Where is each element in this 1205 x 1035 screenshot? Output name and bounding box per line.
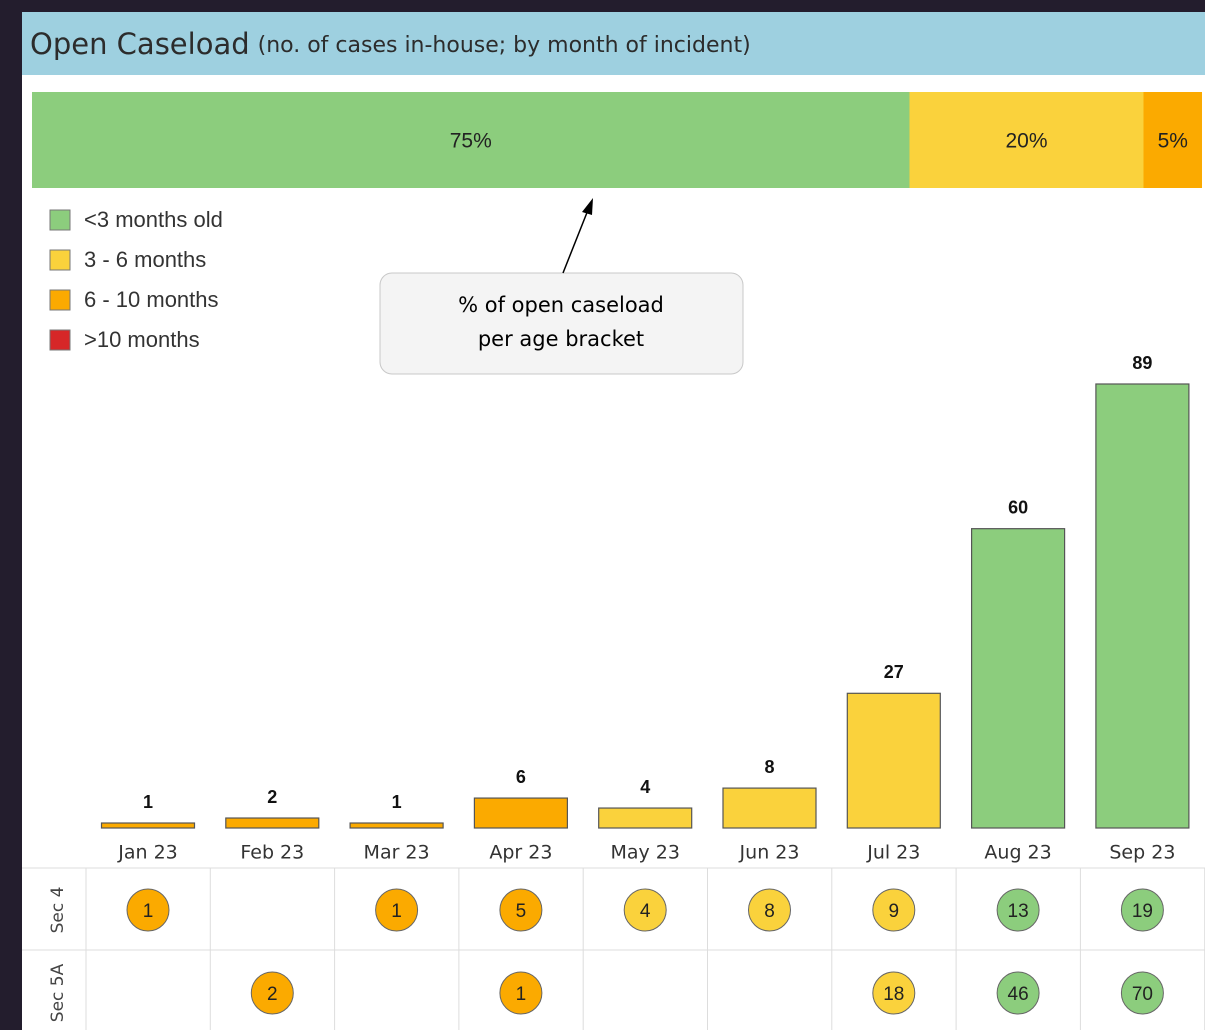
x-tick-label: Jul 23 — [866, 842, 920, 864]
dot — [1120, 971, 1164, 1015]
bar-value-label: 4 — [640, 777, 650, 797]
legend-swatch — [49, 209, 71, 231]
dot-label: 9 — [889, 901, 900, 922]
bar — [100, 822, 196, 829]
annotation-line: per age bracket — [478, 327, 644, 351]
bar-value-label: 60 — [1008, 497, 1028, 517]
bar — [970, 528, 1066, 829]
header-bar — [22, 12, 1205, 75]
bar — [225, 817, 320, 829]
dot — [250, 971, 294, 1015]
bar-value-label: 2 — [267, 787, 277, 807]
arrow-head — [582, 198, 593, 215]
stack-segment — [32, 92, 910, 188]
segment-label: 20% — [1005, 130, 1047, 153]
dot-label: 5 — [516, 901, 527, 922]
x-tick-label: Feb 23 — [240, 842, 304, 864]
dot — [872, 971, 916, 1015]
bar-value-label: 27 — [884, 662, 904, 682]
dot — [126, 888, 170, 932]
dot-label: 4 — [640, 901, 651, 922]
legend-label: 6 - 10 months — [84, 287, 219, 312]
bar — [598, 807, 693, 829]
row-label: Sec 4 — [48, 887, 68, 934]
dot — [996, 971, 1040, 1015]
legend-label: 3 - 6 months — [84, 247, 206, 272]
dot-label: 19 — [1132, 901, 1153, 922]
dot-label: 1 — [516, 984, 527, 1005]
annotation-line: % of open caseload — [458, 293, 664, 317]
bar-value-label: 6 — [516, 767, 526, 787]
dot — [872, 888, 916, 932]
bar-value-label: 1 — [143, 792, 153, 812]
dot — [499, 888, 543, 932]
dot-label: 46 — [1008, 984, 1029, 1005]
bar — [473, 797, 568, 829]
dot-label: 1 — [391, 901, 402, 922]
dot — [748, 888, 791, 932]
top-strip — [0, 0, 1205, 12]
annotation-box — [379, 272, 744, 375]
dot-label: 8 — [764, 901, 775, 922]
x-tick-label: Apr 23 — [489, 842, 552, 864]
x-tick-label: Jan 23 — [117, 842, 178, 864]
header-text: Open Caseload (no. of cases in-house; by … — [30, 27, 751, 61]
chart-title: Open Caseload — [30, 27, 250, 61]
bar-value-label: 8 — [764, 757, 774, 777]
legend-swatch — [49, 289, 71, 311]
x-tick-label: Aug 23 — [984, 842, 1051, 864]
x-tick-label: May 23 — [610, 842, 680, 864]
x-tick-label: Mar 23 — [364, 842, 430, 864]
dot-label: 13 — [1008, 901, 1029, 922]
bar — [1095, 383, 1190, 829]
dot-label: 1 — [143, 901, 154, 922]
annotation-arrow — [562, 209, 589, 274]
x-tick-label: Sep 23 — [1109, 842, 1175, 864]
bar-value-label: 89 — [1132, 353, 1152, 373]
legend-label: <3 months old — [84, 207, 223, 232]
dot — [996, 888, 1040, 932]
bar — [722, 787, 817, 829]
stack-segment — [909, 92, 1144, 188]
dot — [375, 888, 419, 932]
row-label: Sec 5A — [48, 963, 68, 1022]
dot-label: 2 — [267, 984, 278, 1005]
bar — [349, 822, 444, 829]
bar — [846, 692, 941, 829]
segment-label: 75% — [450, 130, 492, 153]
chart-subtitle: (no. of cases in-house; by month of inci… — [258, 33, 751, 58]
segment-label: 5% — [1158, 130, 1188, 153]
legend-label: >10 months — [84, 327, 200, 352]
x-tick-label: Jun 23 — [739, 842, 800, 864]
dot — [623, 888, 667, 932]
legend-swatch — [49, 249, 71, 271]
left-strip — [0, 0, 22, 1030]
legend-swatch — [49, 329, 71, 351]
dot — [1120, 888, 1164, 932]
dot-label: 18 — [883, 984, 904, 1005]
bar-value-label: 1 — [392, 792, 402, 812]
dot — [499, 971, 543, 1015]
dot-label: 70 — [1132, 984, 1153, 1005]
stack-segment — [1143, 92, 1202, 188]
